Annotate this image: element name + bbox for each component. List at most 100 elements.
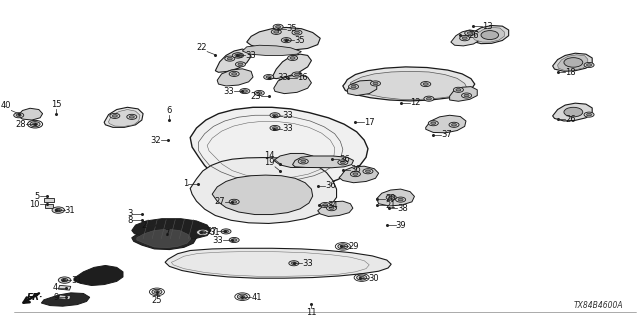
Text: 14: 14 bbox=[264, 151, 275, 160]
Text: 33: 33 bbox=[302, 259, 313, 268]
Circle shape bbox=[353, 173, 358, 175]
Polygon shape bbox=[339, 166, 379, 183]
Text: 26: 26 bbox=[565, 115, 576, 124]
Text: 4: 4 bbox=[53, 283, 58, 292]
Circle shape bbox=[292, 30, 302, 35]
Circle shape bbox=[449, 122, 459, 127]
Circle shape bbox=[356, 275, 367, 280]
Circle shape bbox=[270, 125, 280, 131]
Circle shape bbox=[282, 38, 291, 43]
Circle shape bbox=[388, 196, 394, 199]
Circle shape bbox=[584, 62, 594, 68]
Polygon shape bbox=[426, 115, 466, 133]
Text: 17: 17 bbox=[364, 118, 375, 127]
Circle shape bbox=[55, 209, 61, 212]
Circle shape bbox=[127, 114, 137, 119]
Polygon shape bbox=[274, 154, 317, 167]
Circle shape bbox=[290, 57, 295, 59]
Text: 7: 7 bbox=[164, 229, 170, 238]
Polygon shape bbox=[132, 219, 211, 240]
Circle shape bbox=[349, 84, 358, 89]
Text: 8: 8 bbox=[127, 216, 132, 225]
Circle shape bbox=[386, 195, 396, 200]
Circle shape bbox=[234, 53, 244, 58]
Circle shape bbox=[273, 24, 283, 29]
Circle shape bbox=[351, 85, 356, 88]
Circle shape bbox=[584, 112, 594, 117]
Circle shape bbox=[371, 81, 381, 86]
Polygon shape bbox=[215, 49, 251, 72]
Circle shape bbox=[564, 107, 583, 117]
Circle shape bbox=[243, 90, 248, 92]
Circle shape bbox=[236, 54, 241, 57]
Polygon shape bbox=[190, 157, 337, 223]
Polygon shape bbox=[44, 198, 54, 202]
Circle shape bbox=[223, 230, 228, 233]
Circle shape bbox=[30, 122, 40, 127]
Circle shape bbox=[270, 113, 280, 118]
Polygon shape bbox=[552, 103, 592, 121]
Circle shape bbox=[266, 76, 271, 78]
Polygon shape bbox=[104, 107, 143, 127]
Circle shape bbox=[254, 91, 264, 96]
Text: 12: 12 bbox=[410, 98, 420, 107]
Circle shape bbox=[564, 58, 583, 67]
Text: 33: 33 bbox=[277, 73, 287, 82]
Text: 33: 33 bbox=[282, 124, 292, 133]
Text: 9: 9 bbox=[53, 293, 58, 302]
Circle shape bbox=[240, 295, 245, 298]
Circle shape bbox=[431, 122, 436, 124]
Circle shape bbox=[301, 160, 306, 163]
Polygon shape bbox=[557, 55, 588, 71]
Text: 33: 33 bbox=[223, 87, 234, 96]
Circle shape bbox=[232, 239, 237, 241]
Circle shape bbox=[52, 207, 65, 213]
Polygon shape bbox=[137, 229, 191, 248]
Circle shape bbox=[57, 209, 60, 211]
Text: 20: 20 bbox=[385, 194, 396, 203]
Text: FR·: FR· bbox=[27, 293, 44, 302]
Text: 26: 26 bbox=[468, 31, 479, 40]
Text: 36: 36 bbox=[339, 155, 350, 164]
Text: 41: 41 bbox=[251, 293, 262, 302]
Circle shape bbox=[129, 116, 134, 118]
Circle shape bbox=[326, 206, 337, 211]
Circle shape bbox=[350, 172, 360, 177]
Text: 2: 2 bbox=[141, 220, 146, 229]
Circle shape bbox=[423, 83, 428, 85]
Text: 36: 36 bbox=[350, 165, 361, 174]
Text: TX84B4600A: TX84B4600A bbox=[573, 301, 623, 310]
Circle shape bbox=[464, 94, 469, 97]
Circle shape bbox=[292, 72, 302, 77]
Text: 34: 34 bbox=[327, 201, 338, 210]
Circle shape bbox=[235, 54, 240, 57]
Circle shape bbox=[420, 82, 431, 87]
Polygon shape bbox=[190, 107, 368, 189]
Circle shape bbox=[237, 294, 248, 299]
Circle shape bbox=[396, 197, 406, 202]
Text: 31: 31 bbox=[71, 276, 81, 284]
Circle shape bbox=[291, 262, 296, 265]
Circle shape bbox=[16, 114, 21, 116]
Circle shape bbox=[586, 64, 591, 66]
Text: 30: 30 bbox=[368, 274, 379, 283]
Polygon shape bbox=[243, 45, 301, 55]
Polygon shape bbox=[42, 293, 90, 306]
Text: 31: 31 bbox=[209, 228, 220, 237]
Text: 21: 21 bbox=[385, 201, 396, 210]
Circle shape bbox=[33, 123, 38, 125]
Polygon shape bbox=[343, 67, 475, 101]
Polygon shape bbox=[468, 26, 509, 44]
Polygon shape bbox=[58, 295, 71, 300]
Text: 33: 33 bbox=[282, 111, 292, 120]
Text: 27: 27 bbox=[214, 197, 225, 206]
Text: 27: 27 bbox=[207, 227, 217, 236]
Text: 16: 16 bbox=[297, 73, 308, 82]
Text: 28: 28 bbox=[15, 120, 26, 129]
Polygon shape bbox=[292, 156, 353, 168]
Circle shape bbox=[200, 231, 206, 234]
Text: 5: 5 bbox=[35, 192, 40, 201]
Circle shape bbox=[426, 97, 431, 100]
Circle shape bbox=[227, 57, 232, 60]
Circle shape bbox=[196, 229, 209, 236]
